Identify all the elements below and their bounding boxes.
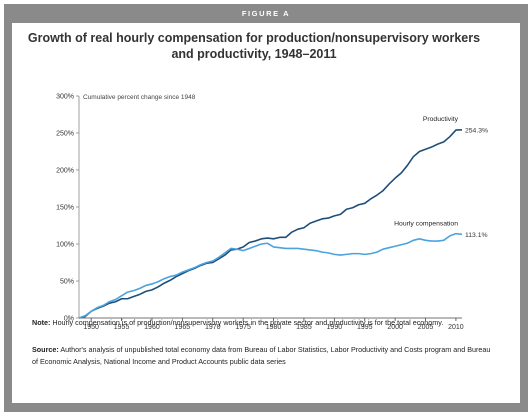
- y-tick-label: 300%: [56, 94, 74, 101]
- x-tick-label: 2010: [448, 324, 464, 331]
- x-tick-label: 1980: [266, 324, 282, 331]
- x-tick-label: 1965: [175, 324, 191, 331]
- series-name-label: Hourly compensation: [394, 220, 458, 227]
- chart-series: [78, 129, 463, 319]
- x-tick-label: 1995: [357, 324, 373, 331]
- x-tick-label: 1970: [205, 324, 221, 331]
- x-tick-label: 2005: [418, 324, 434, 331]
- chart-labels: Cumulative percent change since 1948 254.…: [83, 94, 488, 239]
- y-tick-label: 150%: [56, 205, 74, 212]
- x-tick-label: 1960: [144, 324, 160, 331]
- y-tick-label: 50%: [60, 279, 74, 286]
- x-tick-label: 1950: [83, 324, 99, 331]
- series-end-label: 113.1%: [465, 232, 488, 239]
- note-label: Note:: [32, 318, 51, 327]
- series-line: [78, 232, 463, 319]
- x-tick-label: 1990: [327, 324, 343, 331]
- y-tick-label: 250%: [56, 131, 74, 138]
- figure-source: Source: Author's analysis of unpublished…: [32, 344, 492, 367]
- x-tick-label: 1955: [114, 324, 130, 331]
- y-tick-label: 200%: [56, 168, 74, 175]
- source-text: Author's analysis of unpublished total e…: [32, 345, 491, 366]
- figure-label: FIGURE A: [241, 9, 291, 18]
- chart-title: Growth of real hourly compensation for p…: [27, 31, 481, 61]
- x-tick-label: 2000: [387, 324, 403, 331]
- y-tick-label: 100%: [56, 242, 74, 249]
- x-tick-label: 1985: [296, 324, 312, 331]
- figure-note: Note: Hourly compensation is of producti…: [32, 317, 492, 329]
- y-axis-label: Cumulative percent change since 1948: [83, 94, 196, 101]
- figure-panel: [12, 23, 520, 403]
- x-tick-label: 1975: [235, 324, 251, 331]
- source-label: Source:: [32, 345, 59, 354]
- figure-frame: FIGURE A: [4, 4, 528, 412]
- chart-axes: 0% 50% 100% 150% 200% 250% 300% 1950 1955 1960 196…: [56, 94, 464, 332]
- y-tick-label: 0%: [64, 316, 74, 323]
- note-text: Hourly compensation is of production/non…: [50, 318, 444, 327]
- series-end-label: 254.3%: [465, 127, 488, 134]
- series-name-label: Productivity: [423, 116, 459, 123]
- series-line: [78, 129, 463, 319]
